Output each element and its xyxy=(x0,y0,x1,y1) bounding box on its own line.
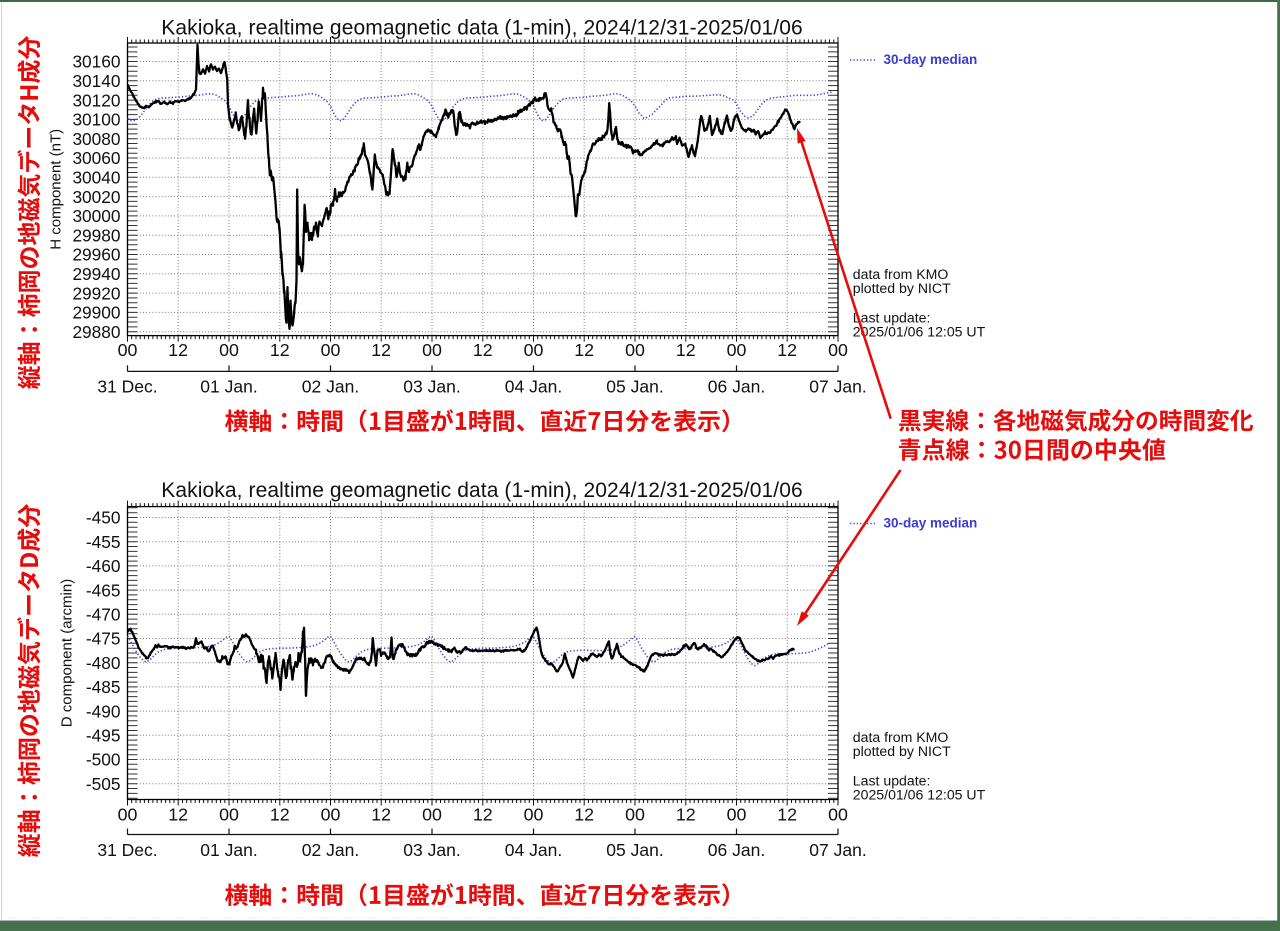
svg-text:31 Dec.: 31 Dec. xyxy=(97,840,157,860)
svg-text:12: 12 xyxy=(777,340,797,360)
svg-text:30120: 30120 xyxy=(72,90,120,110)
svg-text:30160: 30160 xyxy=(72,52,120,72)
svg-text:30-day median: 30-day median xyxy=(884,52,978,67)
svg-text:30100: 30100 xyxy=(72,110,120,130)
svg-text:12: 12 xyxy=(270,804,290,824)
svg-text:00: 00 xyxy=(219,340,239,360)
svg-text:06 Jan.: 06 Jan. xyxy=(708,840,765,860)
svg-text:04 Jan.: 04 Jan. xyxy=(505,377,562,397)
svg-text:29920: 29920 xyxy=(72,283,120,303)
svg-text:Kakioka, realtime geomagnetic: Kakioka, realtime geomagnetic data (1-mi… xyxy=(161,479,803,502)
svg-text:00: 00 xyxy=(625,804,645,824)
svg-text:01 Jan.: 01 Jan. xyxy=(200,377,257,397)
svg-text:00: 00 xyxy=(118,340,138,360)
svg-text:00: 00 xyxy=(422,804,442,824)
svg-text:01 Jan.: 01 Jan. xyxy=(200,840,257,860)
svg-text:00: 00 xyxy=(321,340,341,360)
svg-text:00: 00 xyxy=(727,804,747,824)
svg-text:Kakioka, realtime geomagnetic: Kakioka, realtime geomagnetic data (1-mi… xyxy=(161,17,803,40)
svg-text:-460: -460 xyxy=(86,556,121,576)
svg-text:12: 12 xyxy=(473,804,493,824)
svg-text:03 Jan.: 03 Jan. xyxy=(403,840,460,860)
svg-text:12: 12 xyxy=(270,340,290,360)
svg-text:29880: 29880 xyxy=(72,322,120,342)
svg-text:05 Jan.: 05 Jan. xyxy=(606,377,663,397)
svg-text:31 Dec.: 31 Dec. xyxy=(97,377,157,397)
svg-text:H component (nT): H component (nT) xyxy=(48,129,65,250)
svg-text:29960: 29960 xyxy=(72,245,120,265)
svg-text:00: 00 xyxy=(422,340,442,360)
svg-text:07 Jan.: 07 Jan. xyxy=(809,377,866,397)
svg-text:05 Jan.: 05 Jan. xyxy=(606,840,663,860)
svg-text:-450: -450 xyxy=(86,508,121,528)
svg-text:-455: -455 xyxy=(86,532,121,552)
svg-text:12: 12 xyxy=(473,340,493,360)
svg-text:2025/01/06 12:05 UT: 2025/01/06 12:05 UT xyxy=(853,323,986,339)
svg-text:plotted by NICT: plotted by NICT xyxy=(853,280,951,296)
svg-text:00: 00 xyxy=(118,804,138,824)
svg-text:12: 12 xyxy=(777,804,797,824)
svg-text:29900: 29900 xyxy=(72,303,120,323)
svg-text:12: 12 xyxy=(371,804,391,824)
svg-text:12: 12 xyxy=(168,340,188,360)
svg-text:12: 12 xyxy=(574,340,594,360)
svg-text:02 Jan.: 02 Jan. xyxy=(302,840,359,860)
svg-text:data from KMO: data from KMO xyxy=(853,266,949,282)
svg-text:-495: -495 xyxy=(86,726,121,746)
svg-text:00: 00 xyxy=(727,340,747,360)
svg-text:12: 12 xyxy=(371,340,391,360)
svg-text:12: 12 xyxy=(574,804,594,824)
svg-text:00: 00 xyxy=(524,340,544,360)
svg-text:00: 00 xyxy=(828,340,848,360)
svg-text:30-day median: 30-day median xyxy=(884,515,978,530)
svg-text:30060: 30060 xyxy=(72,148,120,168)
svg-text:-475: -475 xyxy=(86,629,121,649)
svg-text:-500: -500 xyxy=(86,750,121,770)
svg-text:plotted by NICT: plotted by NICT xyxy=(853,743,951,759)
svg-text:30140: 30140 xyxy=(72,71,120,91)
svg-text:Last update:: Last update: xyxy=(853,309,931,325)
svg-text:-505: -505 xyxy=(86,774,121,794)
svg-text:30000: 30000 xyxy=(72,206,120,226)
svg-text:data from KMO: data from KMO xyxy=(853,729,949,745)
svg-text:00: 00 xyxy=(828,804,848,824)
svg-text:-480: -480 xyxy=(86,653,121,673)
svg-text:07 Jan.: 07 Jan. xyxy=(809,840,866,860)
svg-text:03 Jan.: 03 Jan. xyxy=(403,377,460,397)
svg-text:12: 12 xyxy=(676,804,696,824)
svg-text:00: 00 xyxy=(625,340,645,360)
svg-text:30020: 30020 xyxy=(72,187,120,207)
svg-text:00: 00 xyxy=(524,804,544,824)
svg-text:2025/01/06 12:05 UT: 2025/01/06 12:05 UT xyxy=(853,786,986,802)
svg-text:00: 00 xyxy=(219,804,239,824)
svg-text:29940: 29940 xyxy=(72,264,120,284)
svg-text:-470: -470 xyxy=(86,605,121,625)
svg-text:-465: -465 xyxy=(86,580,121,600)
svg-text:30040: 30040 xyxy=(72,168,120,188)
svg-text:Last update:: Last update: xyxy=(853,772,931,788)
svg-text:12: 12 xyxy=(168,804,188,824)
svg-text:-490: -490 xyxy=(86,701,121,721)
svg-text:29980: 29980 xyxy=(72,225,120,245)
svg-text:04 Jan.: 04 Jan. xyxy=(505,840,562,860)
svg-text:12: 12 xyxy=(676,340,696,360)
svg-text:06 Jan.: 06 Jan. xyxy=(708,377,765,397)
svg-text:30080: 30080 xyxy=(72,129,120,149)
svg-text:02 Jan.: 02 Jan. xyxy=(302,377,359,397)
svg-text:-485: -485 xyxy=(86,677,121,697)
svg-text:00: 00 xyxy=(321,804,341,824)
svg-text:D component (arcmin): D component (arcmin) xyxy=(59,579,76,727)
